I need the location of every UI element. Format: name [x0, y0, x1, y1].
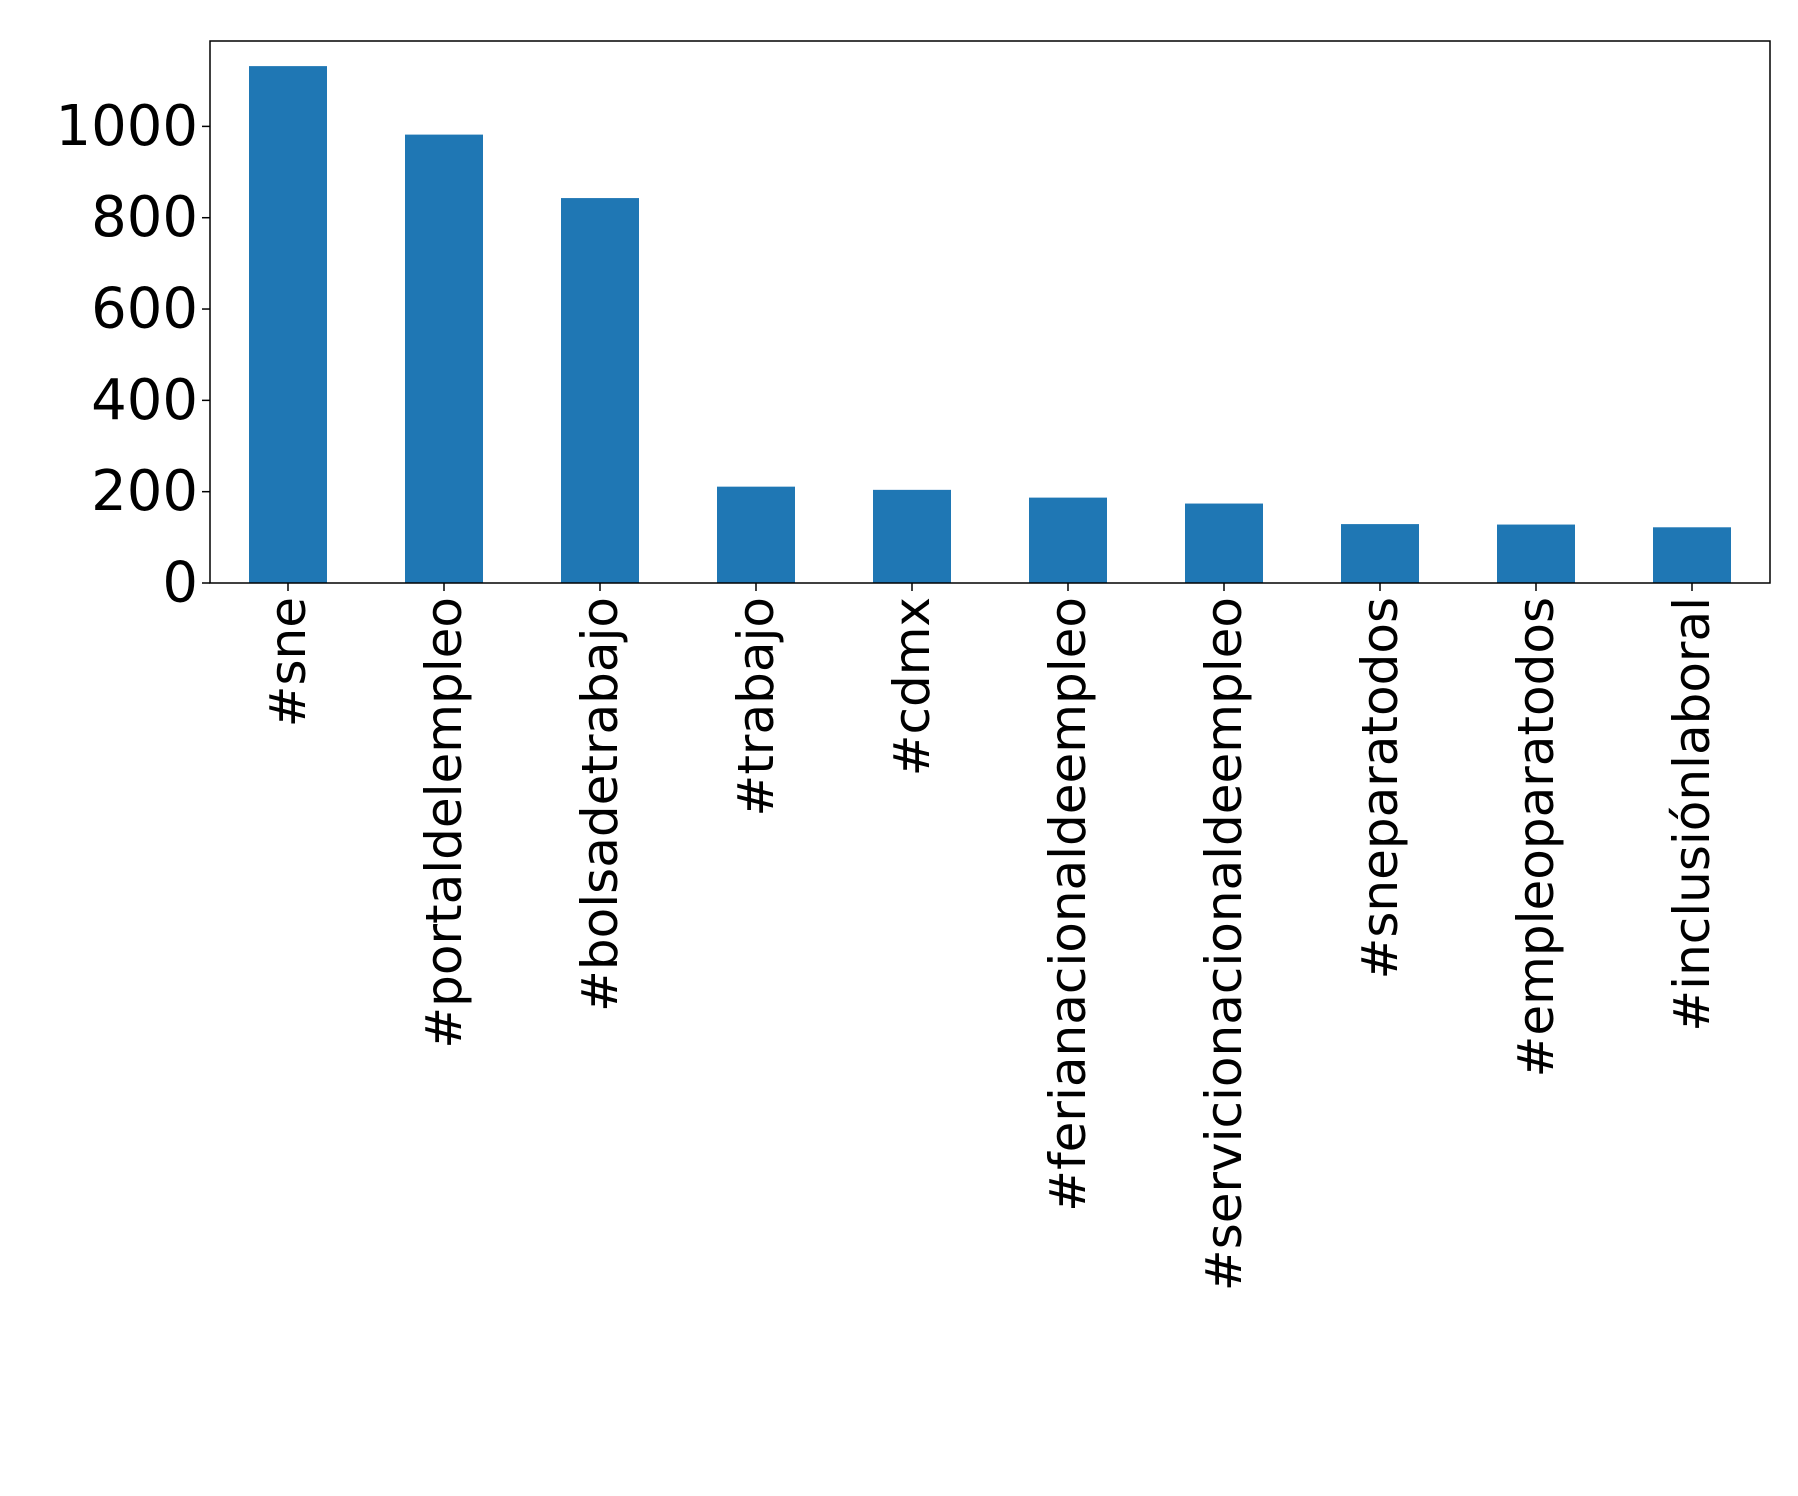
y-axis: 0 200 400 600 800 1000 [55, 94, 210, 616]
x-tick-label-8: #empleoparatodos [1507, 597, 1565, 1078]
x-tick-label-4: #cdmx [883, 597, 941, 776]
bar-5 [1029, 497, 1107, 583]
bar-8 [1497, 524, 1575, 583]
x-tick-label-9: #inclusiónlaboral [1663, 597, 1721, 1032]
bar-4 [873, 489, 951, 583]
bar-2 [561, 198, 639, 583]
y-tick-label-4: 800 [91, 185, 198, 250]
bars-group [249, 66, 1731, 584]
y-tick-label-0: 0 [162, 551, 198, 616]
x-tick-label-0: #sne [259, 597, 317, 727]
x-tick-label-5: #ferianacionaldeempleo [1039, 597, 1097, 1212]
y-tick-label-2: 400 [91, 368, 198, 433]
bar-3 [717, 486, 795, 583]
bar-7 [1341, 524, 1419, 583]
x-tick-label-6: #servicionacionaldeempleo [1195, 597, 1253, 1291]
x-tick-label-7: #sneparatodos [1351, 597, 1409, 980]
x-tick-label-3: #trabajo [727, 597, 785, 817]
x-tick-label-2: #bolsadetrabajo [571, 597, 629, 1012]
bar-9 [1653, 527, 1731, 583]
x-tick-label-1: #portaldelempleo [415, 597, 473, 1049]
y-tick-label-1: 200 [91, 459, 198, 524]
bar-1 [405, 134, 483, 584]
y-tick-label-5: 1000 [55, 94, 198, 159]
x-axis: #sne #portaldelempleo #bolsadetrabajo #trab… [259, 583, 1721, 1291]
bar-6 [1185, 503, 1263, 583]
bar-0 [249, 66, 327, 584]
plot-frame [209, 40, 1771, 584]
y-tick-label-3: 600 [91, 277, 198, 342]
